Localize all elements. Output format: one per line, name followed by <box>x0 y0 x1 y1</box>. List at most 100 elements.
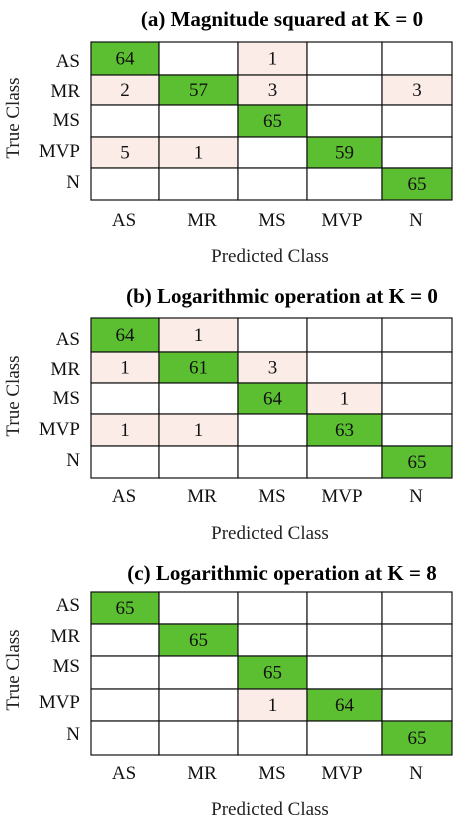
panel-a-col-label-mr: MR <box>187 210 217 231</box>
panel-c-col-label-as: AS <box>112 763 136 784</box>
panel-a-cell-mr-mvp <box>306 74 383 106</box>
panel-b-cell-mr-n <box>381 351 453 384</box>
panel-b-value-ms-ms: 64 <box>263 389 283 410</box>
panel-b-cell-n-n <box>381 445 453 479</box>
panel-c-cell-mvp-n <box>381 688 453 722</box>
panel-a-cell-mvp-as <box>90 136 160 169</box>
panel-b-title: (b) Logarithmic operation at K = 0 <box>126 284 438 308</box>
panel-a-cell-mr-n <box>381 74 453 106</box>
panel-b-cell-as-n <box>381 317 453 353</box>
panel-c-cell-mr-as <box>90 623 160 657</box>
panel-c-ylabel: True Class <box>3 629 24 710</box>
panel-a-cell-as-n <box>381 41 453 76</box>
panel-a-value-mr-n: 3 <box>412 80 422 101</box>
panel-a-cell-n-ms <box>237 167 308 201</box>
panel-a-row-label-mvp: MVP <box>39 141 80 162</box>
panel-c-col-label-ms: MS <box>258 763 285 784</box>
panel-c-cell-as-mvp <box>306 591 383 625</box>
panel-a-value-mr-ms: 3 <box>268 80 278 101</box>
panel-a-row-label-as: AS <box>56 51 80 72</box>
panel-b-row-label-as: AS <box>56 329 80 350</box>
panel-b-value-as-as: 64 <box>116 325 136 346</box>
panel-b-value-mr-as: 1 <box>120 358 130 379</box>
panel-a-col-label-n: N <box>409 210 423 231</box>
panel-b-cell-n-mr <box>158 445 239 479</box>
panel-c-cell-mvp-mvp <box>306 688 383 722</box>
panel-a-cell-ms-n <box>381 104 453 138</box>
panel-b-value-mvp-mvp: 63 <box>335 420 354 441</box>
panel-a-value-n-n: 65 <box>408 174 427 195</box>
panel-b-cell-mr-as <box>90 351 160 384</box>
panel-c-cell-mr-ms <box>237 623 308 657</box>
panel-b-col-label-mvp: MVP <box>321 486 362 507</box>
panel-a-value-mvp-mr: 1 <box>194 143 204 164</box>
panel-a-value-mvp-as: 5 <box>120 143 130 164</box>
panel-c-value-ms-ms: 65 <box>263 663 282 684</box>
panel-a-cell-mvp-ms <box>237 136 308 169</box>
panel-c-value-mvp-ms: 1 <box>268 695 278 716</box>
panel-b-cell-ms-as <box>90 382 160 415</box>
panel-a-cell-as-as <box>90 41 160 76</box>
panel-b-cell-ms-n <box>381 382 453 415</box>
panel-a-value-ms-ms: 65 <box>263 111 282 132</box>
panel-c-col-label-mr: MR <box>187 763 217 784</box>
panel-c-value-as-as: 65 <box>116 598 135 619</box>
panel-a-value-mvp-mvp: 59 <box>335 143 354 164</box>
panel-c-cell-mvp-mr <box>158 688 239 722</box>
panel-c-cell-as-n <box>381 591 453 625</box>
panel-b-cell-mr-ms <box>237 351 308 384</box>
panel-a-xlabel: Predicted Class <box>211 246 329 267</box>
panel-b-cell-mr-mvp <box>306 351 383 384</box>
panel-a-cell-as-ms <box>237 41 308 76</box>
panel-c-row-label-n: N <box>66 724 80 745</box>
panel-a-cell-n-mvp <box>306 167 383 201</box>
panel-b-matrix: 64 1 1 61 3 64 1 1 1 63 65 <box>90 317 453 479</box>
panel-b-cell-mvp-mvp <box>306 413 383 447</box>
panel-c-row-label-mr: MR <box>50 626 80 647</box>
panel-a-cell-n-mr <box>158 167 239 201</box>
panel-a-cell-n-n <box>381 167 453 201</box>
panel-c-col-label-mvp: MVP <box>321 763 362 784</box>
panel-c-row-label-as: AS <box>56 595 80 616</box>
panel-c-xlabel: Predicted Class <box>211 799 329 820</box>
panel-c-cell-n-mr <box>158 720 239 756</box>
panel-b-row-label-ms: MS <box>53 388 80 409</box>
panel-b-cell-ms-ms <box>237 382 308 415</box>
panel-a-value-mr-as: 2 <box>120 80 130 101</box>
panel-b-value-mr-mr: 61 <box>189 358 208 379</box>
panel-a-col-label-ms: MS <box>258 210 285 231</box>
panel-b-row-label-mvp: MVP <box>39 419 80 440</box>
panel-c: (c) Logarithmic operation at K = 8 True … <box>3 561 453 820</box>
panel-c-col-label-n: N <box>409 763 423 784</box>
panel-a-value-as-as: 64 <box>116 49 136 70</box>
panel-a-col-label-mvp: MVP <box>321 210 362 231</box>
panel-b-cell-as-ms <box>237 317 308 353</box>
panel-b-value-mr-ms: 3 <box>268 358 278 379</box>
panel-b-xlabel: Predicted Class <box>211 523 329 544</box>
panel-b-col-label-mr: MR <box>187 486 217 507</box>
panel-c-cell-ms-n <box>381 655 453 690</box>
panel-a-row-label-ms: MS <box>53 110 80 131</box>
panel-c-cell-mr-mvp <box>306 623 383 657</box>
panel-c-cell-as-ms <box>237 591 308 625</box>
panel-c-cell-mvp-as <box>90 688 160 722</box>
panel-a-row-label-n: N <box>66 172 80 193</box>
panel-b-col-label-n: N <box>409 486 423 507</box>
panel-c-row-label-ms: MS <box>53 656 80 677</box>
panel-c-value-mr-mr: 65 <box>189 630 208 651</box>
panel-a-title: (a) Magnitude squared at K = 0 <box>141 7 423 31</box>
panel-c-cell-n-ms <box>237 720 308 756</box>
panel-a-value-as-ms: 1 <box>268 49 278 70</box>
panel-b-col-label-ms: MS <box>258 486 285 507</box>
panel-b-cell-mvp-as <box>90 413 160 447</box>
panel-b-cell-mvp-mr <box>158 413 239 447</box>
panel-b-value-n-n: 65 <box>408 452 427 473</box>
panel-b-col-label-as: AS <box>112 486 136 507</box>
panel-c-cell-as-as <box>90 591 160 625</box>
panel-c-matrix: 65 65 65 1 64 65 <box>90 591 453 756</box>
panel-b-ylabel: True Class <box>3 355 24 436</box>
panel-b-value-mvp-as: 1 <box>120 420 130 441</box>
panel-a-cell-ms-mr <box>158 104 239 138</box>
panel-b-cell-n-mvp <box>306 445 383 479</box>
panel-c-cell-n-n <box>381 720 453 756</box>
